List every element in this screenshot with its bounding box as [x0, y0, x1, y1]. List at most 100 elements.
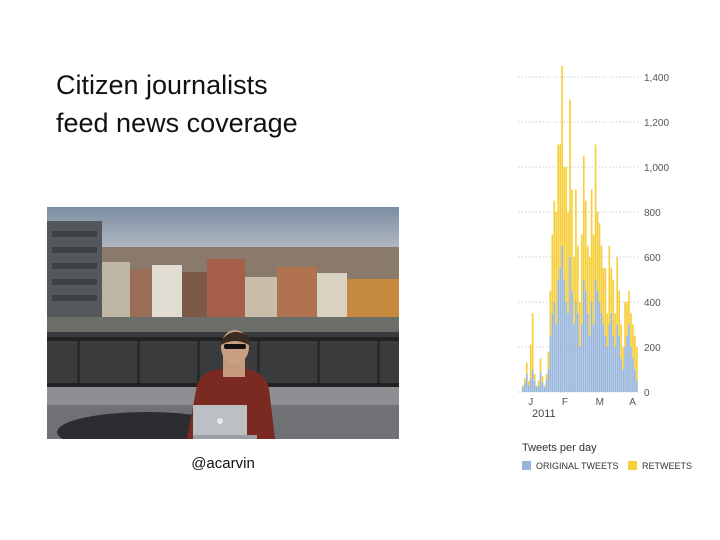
bar-original-tweets-47	[614, 347, 617, 392]
bar-original-tweets-25	[571, 290, 573, 392]
bar-original-tweets-10	[541, 383, 544, 392]
bar-original-tweets-22	[565, 302, 567, 392]
bar-original-tweets-21	[563, 279, 565, 392]
bar-original-tweets-31	[582, 279, 585, 392]
legend-label-original-tweets: ORIGINAL TWEETS	[536, 461, 619, 471]
bar-retweets-41	[602, 268, 605, 325]
bar-retweets-11	[543, 385, 546, 388]
bar-retweets-33	[586, 245, 589, 314]
bar-original-tweets-33	[586, 313, 589, 392]
bar-retweets-36	[592, 234, 595, 325]
bar-original-tweets-27	[575, 302, 577, 392]
bar-original-tweets-57	[634, 369, 636, 392]
bar-retweets-40	[600, 245, 603, 314]
slide-title-line-2: feed news coverage	[56, 108, 298, 138]
bar-retweets-28	[577, 245, 579, 314]
bar-original-tweets-41	[602, 324, 605, 392]
photo-caption: @acarvin	[191, 455, 255, 472]
x-month-label-M: M	[596, 397, 604, 408]
bar-original-tweets-40	[600, 313, 603, 392]
bar-original-tweets-50	[620, 358, 622, 392]
legend-label-retweets: RETWEETS	[642, 461, 692, 471]
bar-retweets-32	[584, 200, 587, 291]
bar-retweets-14	[549, 290, 552, 336]
bar-retweets-9	[539, 358, 542, 372]
bar-retweets-13	[547, 351, 550, 370]
bar-retweets-17	[555, 212, 558, 325]
bar-retweets-18	[557, 144, 560, 280]
bar-original-tweets-6	[533, 380, 536, 392]
x-month-label-J: J	[528, 397, 533, 408]
bar-original-tweets-43	[606, 347, 609, 392]
bar-retweets-30	[580, 234, 583, 325]
y-tick-label-1200: 1,200	[644, 118, 669, 129]
bar-retweets-24	[569, 99, 571, 257]
bar-retweets-37	[594, 144, 597, 280]
bar-retweets-10	[541, 376, 544, 383]
bar-original-tweets-32	[584, 290, 587, 392]
bar-retweets-5	[531, 313, 534, 370]
bar-retweets-15	[551, 234, 554, 314]
bar-original-tweets-15	[551, 313, 554, 392]
bar-original-tweets-3	[527, 385, 530, 392]
bar-retweets-19	[559, 144, 562, 269]
bar-retweets-25	[571, 189, 573, 291]
bar-original-tweets-53	[626, 335, 628, 392]
bar-retweets-51	[622, 347, 624, 370]
bar-retweets-47	[614, 313, 617, 347]
bar-original-tweets-37	[594, 279, 597, 392]
bar-original-tweets-2	[525, 374, 528, 392]
bar-original-tweets-29	[579, 347, 581, 392]
bar-original-tweets-0	[522, 387, 524, 392]
bar-retweets-12	[545, 374, 548, 381]
bar-original-tweets-51	[622, 369, 624, 392]
bar-original-tweets-5	[531, 369, 534, 392]
bar-original-tweets-16	[553, 302, 556, 392]
bar-original-tweets-48	[616, 324, 619, 392]
bar-original-tweets-8	[537, 385, 540, 392]
bar-retweets-45	[610, 268, 613, 314]
bar-original-tweets-45	[610, 313, 613, 392]
legend-swatch-original-tweets	[522, 461, 531, 470]
bar-original-tweets-12	[545, 380, 548, 392]
chart-title: Tweets per day	[522, 442, 597, 454]
legend-swatch-retweets	[628, 461, 637, 470]
bar-original-tweets-24	[569, 257, 571, 392]
bar-retweets-21	[563, 167, 565, 280]
bar-original-tweets-58	[636, 380, 638, 392]
bar-retweets-27	[575, 189, 577, 302]
bar-original-tweets-13	[547, 369, 550, 392]
bar-original-tweets-23	[567, 313, 569, 392]
bar-original-tweets-9	[539, 371, 542, 392]
bar-original-tweets-28	[577, 313, 579, 392]
y-axis-tick-labels: 0 200 400 600 800 1,000 1,200 1,400	[644, 73, 669, 399]
bar-original-tweets-42	[604, 335, 607, 392]
bar-original-tweets-30	[580, 324, 583, 392]
bar-retweets-44	[608, 245, 611, 325]
bar-retweets-1	[523, 378, 526, 383]
bar-retweets-53	[626, 302, 628, 336]
x-month-label-F: F	[562, 397, 568, 408]
bar-original-tweets-17	[555, 324, 558, 392]
bar-original-tweets-54	[628, 324, 630, 392]
bar-original-tweets-52	[624, 347, 626, 392]
bar-retweets-20	[561, 65, 563, 246]
bar-original-tweets-18	[557, 279, 560, 392]
x-month-label-A: A	[629, 397, 636, 408]
bar-retweets-3	[527, 380, 530, 386]
bar-retweets-35	[590, 189, 593, 302]
y-tick-label-0: 0	[644, 388, 650, 399]
bar-retweets-0	[522, 385, 524, 388]
bar-original-tweets-39	[598, 302, 601, 392]
bar-retweets-56	[632, 324, 634, 359]
bar-retweets-54	[628, 290, 630, 325]
y-tick-label-600: 600	[644, 253, 661, 264]
x-axis-year-label: 2011	[532, 408, 556, 420]
bar-retweets-23	[567, 212, 569, 314]
bar-retweets-46	[612, 279, 615, 336]
bar-retweets-55	[630, 313, 632, 347]
bar-retweets-42	[604, 268, 607, 336]
y-tick-label-1000: 1,000	[644, 163, 669, 174]
tweets-per-day-chart: 0 200 400 600 800 1,000 1,200 1,400 J F M A 2011 T…	[500, 55, 710, 485]
